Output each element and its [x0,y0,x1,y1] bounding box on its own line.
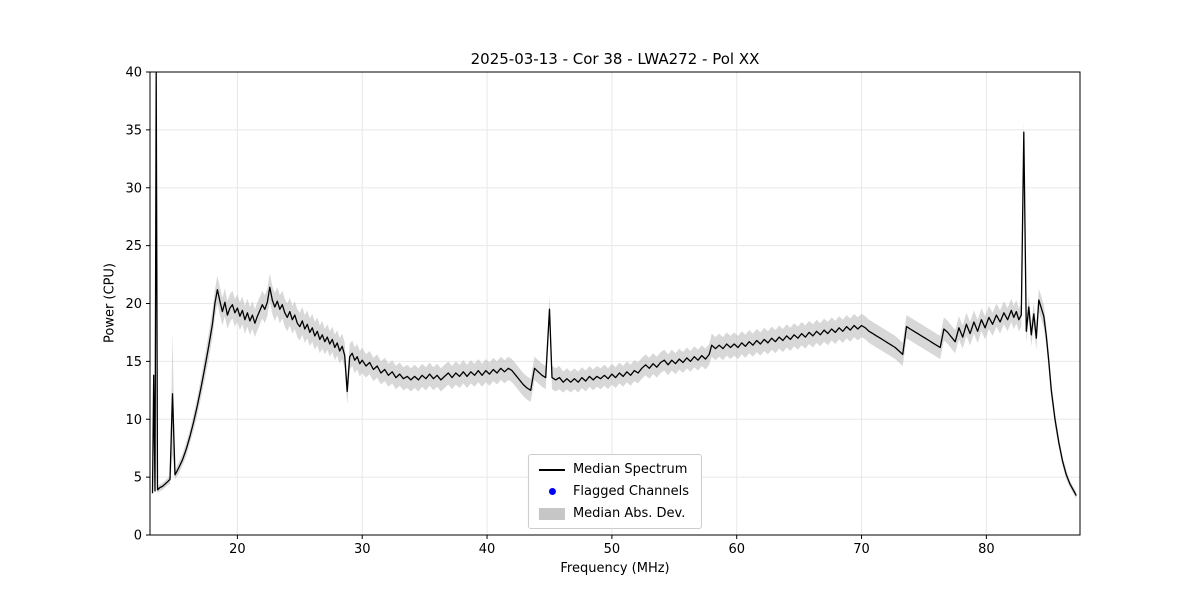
x-tick-label: 20 [229,542,246,557]
y-tick-label: 5 [134,471,142,486]
x-axis-label: Frequency (MHz) [560,561,670,576]
legend-entry-median-spectrum: Median Spectrum [538,462,689,477]
chart-title: 2025-03-13 - Cor 38 - LWA272 - Pol XX [470,50,760,68]
y-tick-label: 40 [125,66,142,81]
y-tick-label: 0 [134,529,142,544]
flagged-dot-swatch-icon [539,488,565,495]
y-axis-label: Power (CPU) [102,262,118,344]
y-tick-label: 20 [125,297,142,312]
y-tick-label: 30 [125,181,142,196]
legend-entry-median-abs-dev: Median Abs. Dev. [538,506,689,521]
median-line-swatch-icon [538,468,565,471]
y-tick-label: 35 [125,123,142,138]
legend: Median Spectrum Flagged Channels Median … [527,454,703,529]
y-tick-label: 25 [125,239,142,254]
legend-entry-flagged-channels: Flagged Channels [539,484,689,499]
legend-label: Median Spectrum [572,462,688,477]
mad-band-swatch-icon [538,507,565,520]
x-tick-label: 70 [853,542,870,557]
median-spectrum-line [151,72,1077,496]
x-tick-label: 40 [479,542,496,557]
x-tick-label: 50 [604,542,621,557]
legend-label: Flagged Channels [572,484,690,499]
y-tick-label: 10 [125,413,142,428]
x-tick-label: 80 [978,542,995,557]
y-tick-label: 15 [125,355,142,370]
legend-label: Median Abs. Dev. [572,506,686,521]
mad-band [152,72,1077,500]
x-tick-label: 30 [354,542,371,557]
x-tick-label: 60 [728,542,745,557]
